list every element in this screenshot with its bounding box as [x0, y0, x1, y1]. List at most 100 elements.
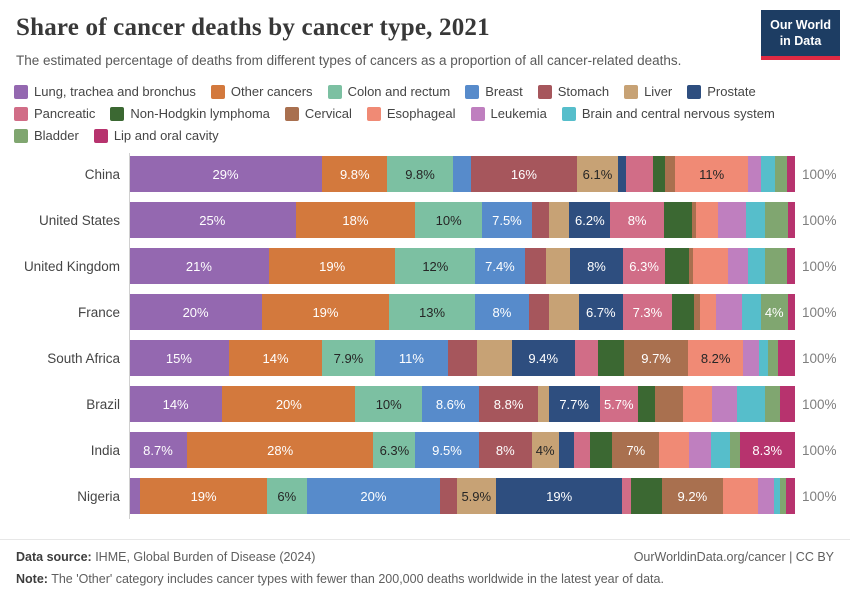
- bar-segment-leukemia[interactable]: [715, 294, 743, 331]
- bar-segment-pancreatic[interactable]: [574, 340, 599, 377]
- legend-item-prostate[interactable]: Prostate: [687, 84, 756, 99]
- legend-item-colon-and-rectum[interactable]: Colon and rectum: [327, 84, 450, 99]
- bar-segment-bladder[interactable]: [729, 432, 740, 469]
- bar-segment-lung-trachea-and-bronchus[interactable]: 20%: [129, 294, 263, 331]
- bar-segment-prostate[interactable]: 19%: [495, 478, 623, 515]
- legend-item-liver[interactable]: Liver: [624, 84, 672, 99]
- bar-segment-colon-and-rectum[interactable]: 6%: [266, 478, 307, 515]
- bar-segment-liver[interactable]: [537, 386, 549, 423]
- bar-segment-prostate[interactable]: [617, 156, 627, 193]
- bar-segment-stomach[interactable]: 8%: [478, 432, 532, 469]
- bar-segment-liver[interactable]: 5.9%: [456, 478, 496, 515]
- bar-segment-leukemia[interactable]: [757, 478, 774, 515]
- bar-segment-lung-trachea-and-bronchus[interactable]: 15%: [129, 340, 229, 377]
- bar-segment-lung-trachea-and-bronchus[interactable]: 29%: [129, 156, 323, 193]
- bar-segment-esophageal[interactable]: [722, 478, 758, 515]
- bar-segment-bladder[interactable]: [774, 156, 787, 193]
- legend-item-breast[interactable]: Breast: [465, 84, 523, 99]
- bar-segment-bladder[interactable]: [764, 202, 788, 239]
- bar-segment-colon-and-rectum[interactable]: 6.3%: [373, 432, 416, 469]
- bar-segment-brain-and-central-nervous-system[interactable]: [773, 478, 780, 515]
- bar-segment-leukemia[interactable]: [711, 386, 737, 423]
- bar-segment-stomach[interactable]: [447, 340, 478, 377]
- bar-segment-bladder[interactable]: [764, 248, 787, 285]
- bar-segment-bladder[interactable]: [779, 478, 786, 515]
- bar-segment-liver[interactable]: [549, 202, 570, 239]
- bar-segment-leukemia[interactable]: [727, 248, 748, 285]
- bar-segment-breast[interactable]: 9.5%: [415, 432, 479, 469]
- bar-segment-breast[interactable]: [452, 156, 471, 193]
- bar-segment-breast[interactable]: 8.6%: [422, 386, 480, 423]
- bar-segment-brain-and-central-nervous-system[interactable]: [747, 248, 765, 285]
- bar-segment-non-hodgkin-lymphoma[interactable]: [653, 156, 666, 193]
- bar-segment-brain-and-central-nervous-system[interactable]: [760, 156, 775, 193]
- legend-item-non-hodgkin-lymphoma[interactable]: Non-Hodgkin lymphoma: [110, 106, 270, 121]
- bar-segment-pancreatic[interactable]: 5.7%: [599, 386, 638, 423]
- bar-segment-bladder[interactable]: 4%: [760, 294, 788, 331]
- bar-segment-prostate[interactable]: 6.7%: [578, 294, 624, 331]
- legend-item-bladder[interactable]: Bladder: [14, 128, 79, 143]
- bar-segment-esophageal[interactable]: [683, 386, 712, 423]
- bar-segment-bladder[interactable]: [768, 340, 779, 377]
- legend-item-brain-and-central-nervous-system[interactable]: Brain and central nervous system: [561, 106, 775, 121]
- bar-segment-brain-and-central-nervous-system[interactable]: [736, 386, 765, 423]
- bar-segment-breast[interactable]: 20%: [306, 478, 440, 515]
- bar-segment-non-hodgkin-lymphoma[interactable]: [665, 248, 690, 285]
- bar-segment-other-cancers[interactable]: 19%: [268, 248, 396, 285]
- bar-segment-other-cancers[interactable]: 28%: [186, 432, 374, 469]
- bar-segment-stomach[interactable]: [439, 478, 457, 515]
- bar-segment-stomach[interactable]: [528, 294, 549, 331]
- bar-segment-breast[interactable]: 7.4%: [475, 248, 525, 285]
- bar-segment-breast[interactable]: 7.5%: [481, 202, 532, 239]
- bar-segment-non-hodgkin-lymphoma[interactable]: [589, 432, 613, 469]
- bar-segment-cervical[interactable]: 9.7%: [623, 340, 689, 377]
- bar-segment-pancreatic[interactable]: 7.3%: [623, 294, 672, 331]
- bar-segment-brain-and-central-nervous-system[interactable]: [710, 432, 730, 469]
- bar-segment-cervical[interactable]: [691, 202, 697, 239]
- bar-segment-esophageal[interactable]: [696, 202, 718, 239]
- bar-segment-leukemia[interactable]: [748, 156, 761, 193]
- bar-segment-other-cancers[interactable]: 9.8%: [322, 156, 388, 193]
- bar-segment-breast[interactable]: 11%: [374, 340, 448, 377]
- bar-segment-lung-trachea-and-bronchus[interactable]: 8.7%: [129, 432, 187, 469]
- bar-segment-pancreatic[interactable]: 6.3%: [623, 248, 666, 285]
- bar-segment-stomach[interactable]: 8.8%: [479, 386, 538, 423]
- bar-segment-liver[interactable]: [545, 248, 570, 285]
- bar-segment-prostate[interactable]: 6.2%: [569, 202, 611, 239]
- bar-segment-other-cancers[interactable]: 19%: [140, 478, 267, 515]
- bar-segment-lip-and-oral-cavity[interactable]: [787, 202, 795, 239]
- bar-segment-non-hodgkin-lymphoma[interactable]: [631, 478, 662, 515]
- legend-item-leukemia[interactable]: Leukemia: [470, 106, 547, 121]
- bar-segment-esophageal[interactable]: [693, 248, 728, 285]
- bar-segment-esophageal[interactable]: 8.2%: [688, 340, 743, 377]
- bar-segment-brain-and-central-nervous-system[interactable]: [758, 340, 769, 377]
- bar-segment-cervical[interactable]: [665, 156, 676, 193]
- bar-segment-cervical[interactable]: 7%: [612, 432, 660, 469]
- bar-segment-brain-and-central-nervous-system[interactable]: [742, 294, 761, 331]
- bar-segment-leukemia[interactable]: [742, 340, 759, 377]
- bar-segment-cervical[interactable]: [689, 248, 694, 285]
- bar-segment-breast[interactable]: 8%: [475, 294, 529, 331]
- bar-segment-lung-trachea-and-bronchus[interactable]: [129, 478, 141, 515]
- bar-segment-non-hodgkin-lymphoma[interactable]: [671, 294, 695, 331]
- bar-segment-non-hodgkin-lymphoma[interactable]: [663, 202, 692, 239]
- bar-segment-cervical[interactable]: [694, 294, 701, 331]
- bar-segment-prostate[interactable]: 7.7%: [548, 386, 600, 423]
- bar-segment-lip-and-oral-cavity[interactable]: [786, 248, 795, 285]
- bar-segment-liver[interactable]: 4%: [531, 432, 559, 469]
- bar-segment-colon-and-rectum[interactable]: 7.9%: [322, 340, 375, 377]
- bar-segment-colon-and-rectum[interactable]: 12%: [395, 248, 476, 285]
- bar-segment-leukemia[interactable]: [717, 202, 747, 239]
- bar-segment-other-cancers[interactable]: 14%: [228, 340, 323, 377]
- bar-segment-pancreatic[interactable]: [622, 478, 632, 515]
- bar-segment-bladder[interactable]: [764, 386, 780, 423]
- bar-segment-stomach[interactable]: [531, 202, 550, 239]
- bar-segment-lung-trachea-and-bronchus[interactable]: 25%: [129, 202, 296, 239]
- bar-segment-lip-and-oral-cavity[interactable]: [786, 156, 795, 193]
- bar-segment-stomach[interactable]: 16%: [470, 156, 578, 193]
- bar-segment-liver[interactable]: [548, 294, 579, 331]
- bar-segment-cervical[interactable]: [655, 386, 684, 423]
- bar-segment-prostate[interactable]: 9.4%: [511, 340, 575, 377]
- bar-segment-lip-and-oral-cavity[interactable]: [787, 294, 795, 331]
- legend-item-lip-and-oral-cavity[interactable]: Lip and oral cavity: [93, 128, 219, 143]
